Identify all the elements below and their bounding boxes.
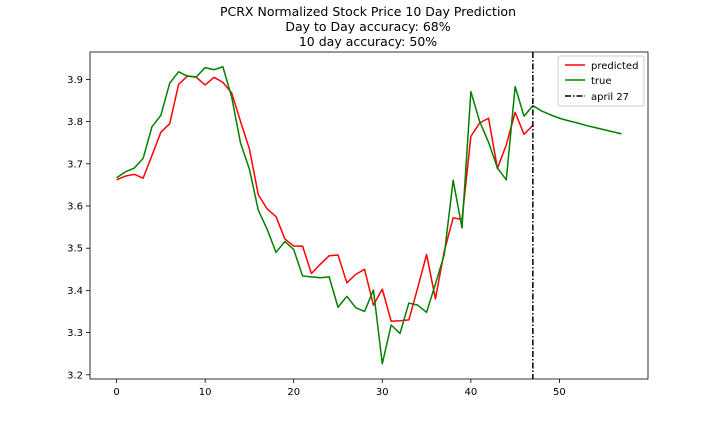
y-tick-label: 3.6 xyxy=(67,202,83,213)
x-tick-label: 40 xyxy=(464,387,477,398)
legend-box xyxy=(557,55,645,107)
title-line-1: PCRX Normalized Stock Price 10 Day Predi… xyxy=(220,4,516,19)
x-tick-label: 0 xyxy=(113,387,119,398)
series-line-predicted xyxy=(116,75,534,322)
y-tick-label: 3.8 xyxy=(67,117,83,128)
x-tick-label: 10 xyxy=(199,387,212,398)
x-tick-label: 50 xyxy=(553,387,566,398)
legend-label-true: true xyxy=(591,76,612,87)
legend-label-april-27: april 27 xyxy=(591,92,629,103)
x-tick-label: 20 xyxy=(287,387,300,398)
x-tick-label: 30 xyxy=(376,387,389,398)
title-line-3: 10 day accuracy: 50% xyxy=(299,34,437,49)
series-line-true xyxy=(116,66,622,365)
y-tick-label: 3.5 xyxy=(67,244,83,255)
axes-frame xyxy=(89,51,649,380)
legend: predicted true april 27 xyxy=(557,55,645,107)
legend-label-predicted: predicted xyxy=(591,61,638,72)
plot-area xyxy=(116,52,622,379)
chart-title: PCRX Normalized Stock Price 10 Day Predi… xyxy=(220,4,516,49)
axes: 0 10 20 30 40 50 3.2 3.3 3.4 3.5 3.6 3.7 3.8 3.9 xyxy=(67,51,649,398)
title-line-2: Day to Day accuracy: 68% xyxy=(285,19,450,34)
y-tick-label: 3.9 xyxy=(67,75,83,86)
y-tick-label: 3.4 xyxy=(67,286,83,297)
y-tick-label: 3.3 xyxy=(67,328,83,339)
y-tick-label: 3.2 xyxy=(67,370,83,381)
y-tick-label: 3.7 xyxy=(67,159,83,170)
